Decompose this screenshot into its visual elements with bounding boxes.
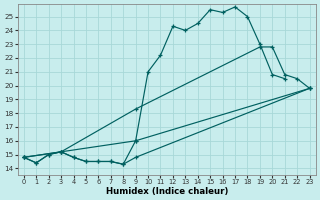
X-axis label: Humidex (Indice chaleur): Humidex (Indice chaleur)	[106, 187, 228, 196]
